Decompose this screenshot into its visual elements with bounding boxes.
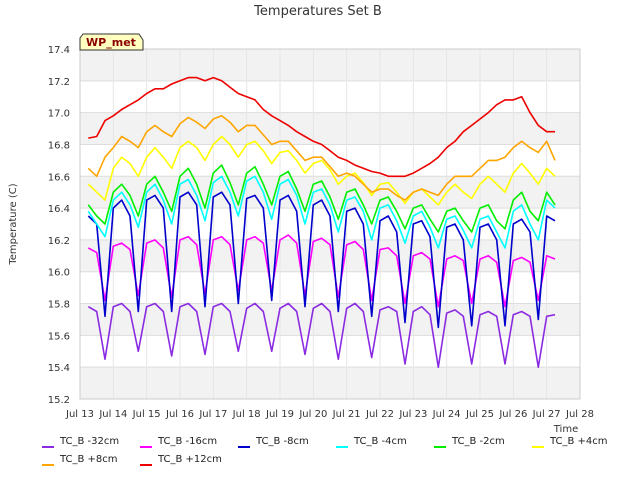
plot-band (80, 112, 580, 145)
x-axis-label: Time (553, 424, 578, 435)
legend-item: TC_B -32cm (42, 436, 119, 448)
legend-label: TC_B -8cm (255, 436, 309, 447)
x-tick-label: Jul 27 (532, 409, 561, 420)
x-tick-label: Jul 16 (165, 409, 194, 420)
legend: TC_B -32cm TC_B -16cm TC_B -8cm TC_B -4cm TC… (42, 436, 608, 466)
x-tick-label: Jul 22 (365, 409, 394, 420)
legend-item: TC_B -8cm (238, 436, 309, 448)
legend-label: TC_B -32cm (59, 436, 119, 447)
legend-label: TC_B +8cm (59, 454, 118, 465)
plot-frame (79, 48, 581, 400)
legend-item: TC_B -16cm (140, 436, 217, 448)
x-tick-label: Jul 26 (498, 409, 527, 420)
y-tick-label: 16.8 (48, 140, 70, 151)
y-tick-label: 16.2 (48, 236, 70, 247)
x-tick-label: Jul 18 (232, 409, 261, 420)
legend-label: TC_B +12cm (157, 454, 222, 465)
x-tick-label: Jul 19 (265, 409, 294, 420)
x-axis-ticks: Jul 13 Jul 14 Jul 15 Jul 16 Jul 17 Jul 18 Jul … (65, 409, 594, 420)
y-tick-label: 15.2 (48, 395, 70, 406)
legend-label: TC_B -2cm (451, 436, 505, 447)
y-axis-ticks: 15.2 15.4 15.6 15.8 16.0 16.2 16.4 16.6 16.8 17.0… (48, 45, 70, 406)
x-tick-label: Jul 24 (432, 409, 461, 420)
series-line (88, 76, 555, 178)
series-line (87, 302, 556, 369)
series-line (87, 164, 556, 233)
x-tick-label: Jul 21 (332, 409, 361, 420)
series-line (87, 234, 556, 308)
x-tick-label: Jul 13 (65, 409, 94, 420)
plot-band (80, 367, 580, 399)
series-line (87, 175, 556, 249)
y-tick-label: 17.0 (48, 109, 70, 120)
y-tick-label: 16.0 (48, 268, 70, 279)
plot-band (80, 80, 580, 113)
legend-label: TC_B -16cm (157, 436, 217, 447)
y-tick-label: 17.2 (48, 77, 70, 88)
y-tick-label: 15.4 (48, 363, 70, 374)
legend-item: TC_B -4cm (336, 436, 407, 448)
y-tick-label: 16.4 (48, 204, 70, 215)
x-tick-label: Jul 28 (565, 409, 594, 420)
x-tick-label: Jul 23 (398, 409, 427, 420)
legend-item: TC_B +8cm (42, 454, 118, 466)
series-line (87, 115, 556, 201)
legend-label: TC_B -4cm (353, 436, 407, 447)
plot-band (80, 335, 580, 368)
x-tick-label: Jul 25 (465, 409, 494, 420)
plot-band (80, 271, 580, 304)
x-tick-label: Jul 15 (132, 409, 161, 420)
x-tick-label: Jul 20 (298, 409, 327, 420)
y-tick-label: 16.6 (48, 172, 70, 183)
series-line (87, 135, 556, 206)
series-layer (87, 76, 556, 369)
legend-label: TC_B +4cm (549, 436, 608, 447)
badge-label: WP_met (86, 36, 136, 49)
x-tick-label: Jul 17 (198, 409, 227, 420)
y-tick-label: 15.8 (48, 300, 70, 311)
y-tick-label: 15.6 (48, 331, 70, 342)
x-tick-label: Jul 14 (98, 409, 127, 420)
wp-met-badge: WP_met (79, 33, 144, 51)
plot-band (80, 49, 580, 81)
chart-title: Temperatures Set B (253, 4, 382, 19)
y-tick-label: 17.4 (48, 45, 70, 56)
y-axis-label: Temperature (C) (8, 183, 19, 265)
legend-item: TC_B -2cm (434, 436, 505, 448)
plot-band (80, 144, 580, 177)
legend-item: TC_B +12cm (140, 454, 222, 466)
series-line (87, 191, 556, 329)
legend-item: TC_B +4cm (532, 436, 608, 448)
